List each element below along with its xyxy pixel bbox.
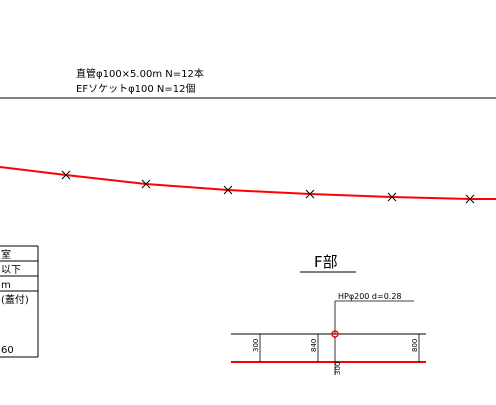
spec-table: 室 以下 m (蓋付) 60 <box>0 245 39 358</box>
pipe-line <box>0 166 496 200</box>
joint-marker-icon <box>223 185 233 195</box>
detail-f: F部 HPφ200 d=0.28 300 840 800 300 <box>231 253 426 375</box>
joint-markers <box>61 170 475 204</box>
detail-title: F部 <box>314 253 338 271</box>
table-cell: 60 <box>1 345 14 356</box>
dim-right: 800 <box>411 339 419 352</box>
table-cell: 室 <box>1 248 11 261</box>
note-ef-socket: EFソケットφ100 N=12個 <box>76 82 196 95</box>
table-cell: (蓋付) <box>1 293 29 306</box>
joint-marker-icon <box>465 194 475 204</box>
table-cell: 以下 <box>1 265 21 276</box>
dim-middle: 840 <box>310 339 318 352</box>
joint-marker-icon <box>61 170 71 180</box>
dim-below: 300 <box>334 362 342 375</box>
dim-left: 300 <box>252 339 260 352</box>
note-straight-pipe: 直管φ100×5.00m N=12本 <box>76 67 204 80</box>
leader-label: HPφ200 d=0.28 <box>338 292 402 301</box>
joint-marker-icon <box>305 189 315 199</box>
joint-marker-icon <box>387 192 397 202</box>
table-cell: m <box>1 280 11 291</box>
joint-marker-icon <box>141 179 151 189</box>
